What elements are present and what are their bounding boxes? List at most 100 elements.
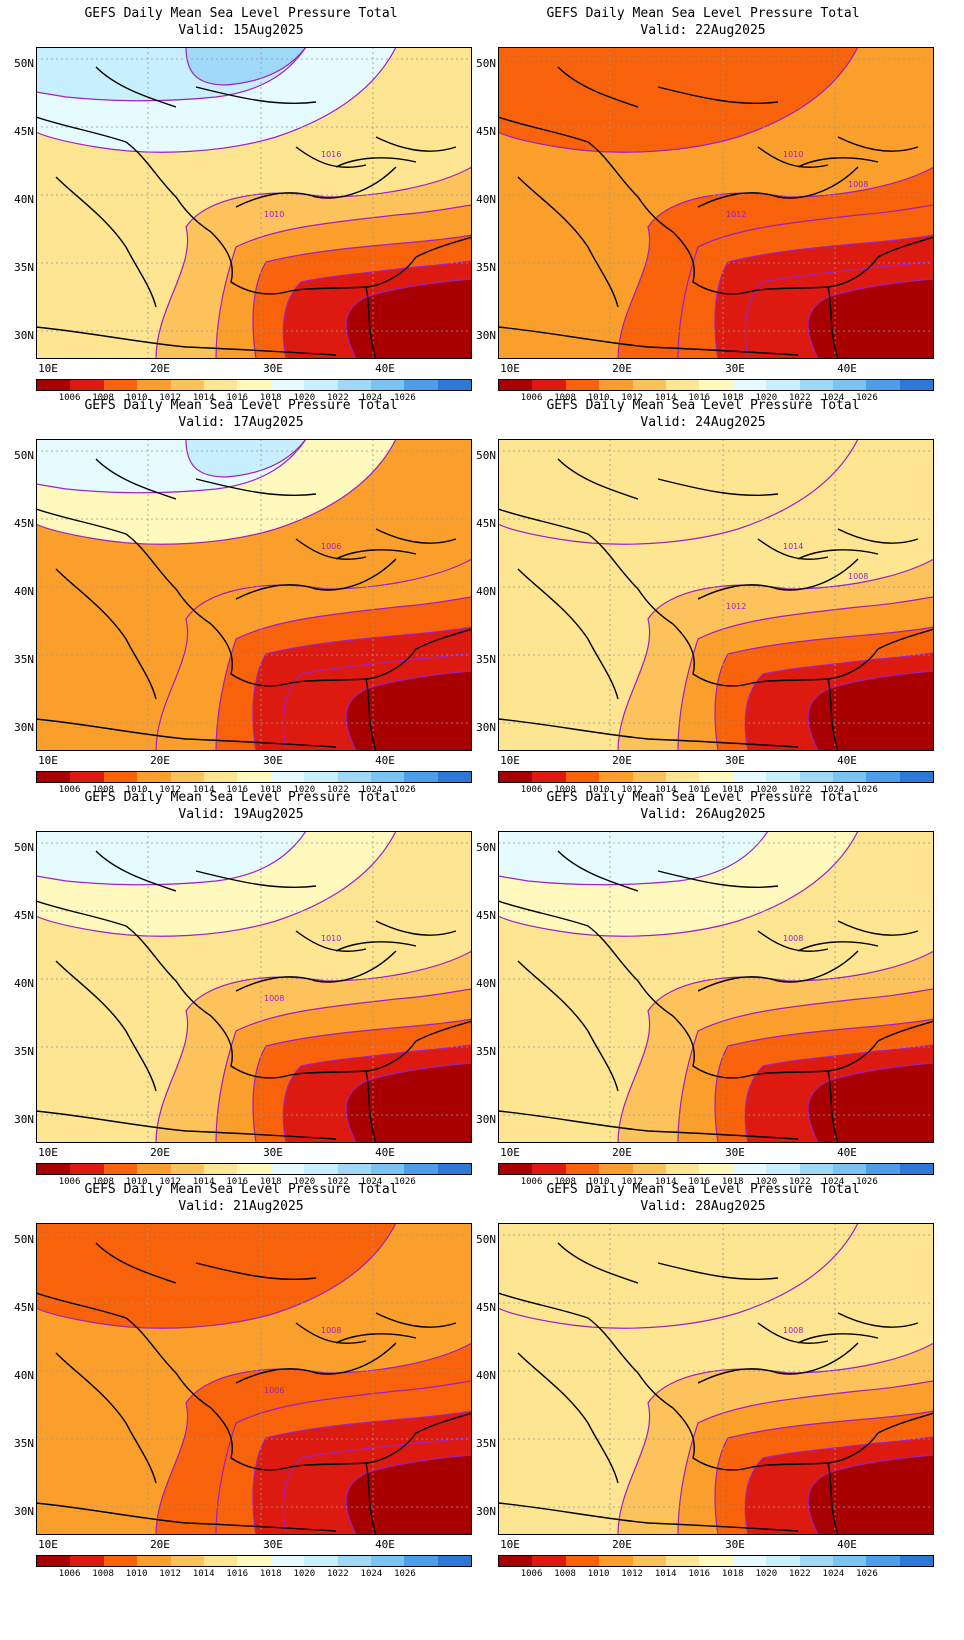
coastline <box>747 1432 879 1469</box>
latitude-label: 35N <box>14 653 34 666</box>
coastline <box>672 231 749 295</box>
colorbar <box>498 1555 934 1567</box>
colorbar-label: 1026 <box>394 393 416 403</box>
colorbar-swatch <box>70 1164 104 1174</box>
high-pressure-band <box>185 439 307 478</box>
colorbar-swatch <box>270 772 305 782</box>
longitude-label: 20E <box>612 754 632 767</box>
colorbar-label: 1014 <box>654 785 677 795</box>
colorbar-label: 1018 <box>721 785 744 795</box>
colorbar-swatch <box>37 380 71 390</box>
contour-label: 1010 <box>321 934 341 943</box>
pressure-map: 1010 1012 1008 <box>498 47 934 359</box>
coastline <box>827 678 839 751</box>
coastline <box>797 157 879 168</box>
colorbar-swatch <box>337 772 371 782</box>
colorbar-label: 1026 <box>856 1177 878 1187</box>
pressure-map: 1016 1010 <box>36 47 472 359</box>
contour-label: 1010 <box>783 150 803 159</box>
coastline <box>295 528 457 560</box>
colorbar-swatch <box>203 1164 238 1174</box>
panel-title: GEFS Daily Mean Sea Level Pressure Total <box>546 1182 860 1197</box>
longitude-label: 30E <box>263 1146 283 1159</box>
colorbar-label: 1016 <box>688 1569 711 1579</box>
panel-valid-date: Valid: 21Aug2025 <box>178 1199 304 1214</box>
colorbar-swatch <box>732 380 767 390</box>
colorbar-swatch <box>437 380 472 390</box>
latitude-label: 50N <box>476 57 496 70</box>
latitude-label: 40N <box>14 977 34 990</box>
contour-label: 1008 <box>321 1326 341 1335</box>
colorbar-label: 1008 <box>92 1569 114 1579</box>
latitude-label: 35N <box>14 1437 34 1450</box>
low-pressure-band <box>345 1062 472 1143</box>
pressure-map: 1008 <box>498 831 934 1143</box>
latitude-label: 30N <box>476 329 496 342</box>
latitude-label: 30N <box>14 329 34 342</box>
coastline <box>365 678 377 751</box>
coastline <box>365 1462 377 1535</box>
colorbar-label: 1020 <box>293 1177 316 1187</box>
latitude-label: 35N <box>14 1045 34 1058</box>
colorbar-label: 1016 <box>226 393 249 403</box>
colorbar-swatch <box>665 380 700 390</box>
latitude-label: 40N <box>476 193 496 206</box>
colorbar-swatch <box>832 1164 867 1174</box>
longitude-label: 30E <box>725 362 745 375</box>
colorbar-label: 1022 <box>789 785 811 795</box>
colorbar-swatch <box>532 772 566 782</box>
coastline <box>210 1407 287 1471</box>
latitude-label: 50N <box>14 57 34 70</box>
map-frame <box>498 831 934 1143</box>
colorbar <box>498 379 934 391</box>
colorbar-swatch <box>866 1556 900 1566</box>
longitude-label: 20E <box>612 1146 632 1159</box>
colorbar-swatch <box>70 772 104 782</box>
longitude-label: 40E <box>375 362 395 375</box>
colorbar-swatch <box>437 1556 472 1566</box>
colorbar-label: 1010 <box>125 785 148 795</box>
high-pressure-band <box>498 1223 859 1329</box>
longitude-label: 40E <box>837 754 857 767</box>
latitude-label: 45N <box>14 517 34 530</box>
coastline <box>95 458 317 500</box>
latitude-label: 45N <box>14 909 34 922</box>
colorbar-label: 1022 <box>327 393 349 403</box>
latitude-label: 50N <box>14 841 34 854</box>
coastline <box>335 157 417 168</box>
coastline <box>672 1015 749 1079</box>
longitude-label: 20E <box>150 754 170 767</box>
map-frame <box>498 47 934 359</box>
panel-title: GEFS Daily Mean Sea Level Pressure Total <box>546 790 860 805</box>
coastline <box>498 1502 799 1532</box>
panel-title: GEFS Daily Mean Sea Level Pressure Total <box>84 6 398 21</box>
coastline <box>285 1432 417 1469</box>
contour-label: 1014 <box>783 542 803 551</box>
colorbar-swatch <box>404 1556 438 1566</box>
latitude-label: 45N <box>476 909 496 922</box>
latitude-label: 40N <box>476 585 496 598</box>
colorbar-label: 1016 <box>226 1569 249 1579</box>
latitude-label: 30N <box>476 1113 496 1126</box>
colorbar-swatch <box>699 380 733 390</box>
colorbar-label: 1014 <box>192 785 215 795</box>
coastline <box>827 1462 839 1535</box>
colorbar-swatch <box>699 1164 733 1174</box>
colorbar-label: 1020 <box>755 393 778 403</box>
longitude-label: 10E <box>500 362 520 375</box>
panel-valid-date: Valid: 15Aug2025 <box>178 23 304 38</box>
colorbar-swatch <box>665 772 700 782</box>
contour-label: 1008 <box>848 572 868 581</box>
colorbar-label: 1024 <box>822 785 845 795</box>
colorbar-label: 1012 <box>621 1177 643 1187</box>
colorbar-label: 1018 <box>259 1177 282 1187</box>
colorbar-label: 1026 <box>856 785 878 795</box>
colorbar-swatch <box>370 1556 405 1566</box>
latitude-label: 50N <box>476 449 496 462</box>
map-panel-3: GEFS Daily Mean Sea Level Pressure Total… <box>0 392 482 802</box>
colorbar-swatch <box>632 1556 666 1566</box>
longitude-label: 20E <box>612 362 632 375</box>
coastline <box>415 236 472 258</box>
colorbar-label: 1020 <box>293 393 316 403</box>
coastline <box>797 1333 879 1344</box>
